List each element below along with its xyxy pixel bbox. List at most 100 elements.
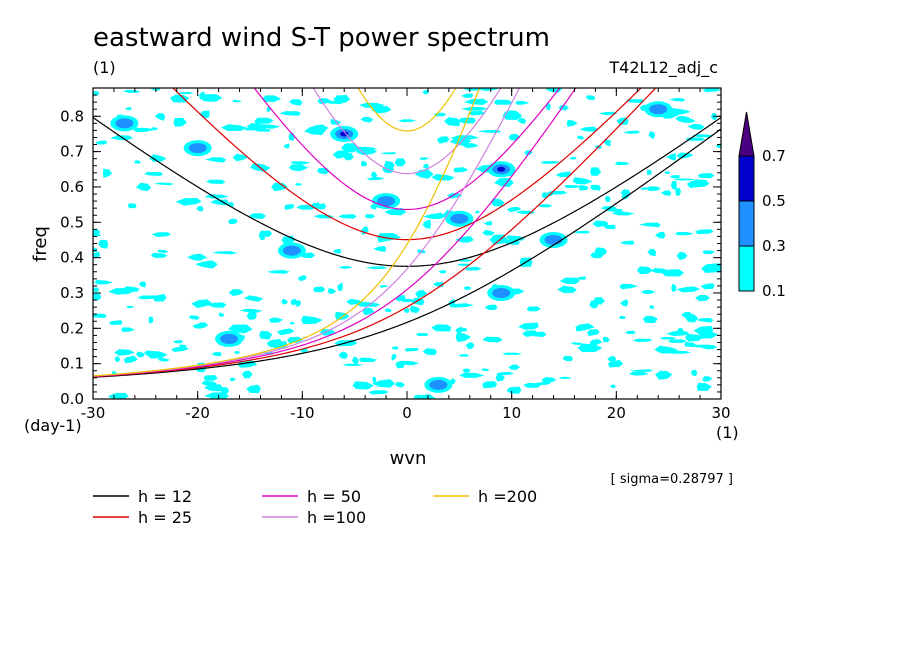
x-tick-label: -10 xyxy=(290,404,315,422)
power-contour-patch xyxy=(587,329,600,337)
power-contour-patch xyxy=(151,252,168,258)
power-contour-patch xyxy=(604,195,611,202)
power-contour-patch xyxy=(482,230,495,236)
power-contour-patch xyxy=(415,290,428,298)
power-contour-patch xyxy=(361,226,369,235)
legend-label: h =200 xyxy=(478,487,537,506)
power-contour-patch xyxy=(338,352,348,359)
power-contour-patch xyxy=(590,167,602,176)
power-contour-patch xyxy=(676,286,701,293)
power-contour-patch xyxy=(677,327,684,335)
x-tick-label: -20 xyxy=(185,404,210,422)
axis-ticks: -30 -20 -10 0 10 20 30 0.0 0.1 0.2 0.3 0.4 0.5 0.6 0.7… xyxy=(60,88,731,422)
power-contour-patch xyxy=(700,345,718,350)
dispersion-curves xyxy=(93,88,721,378)
power-contour-patch xyxy=(559,277,580,285)
power-contour-patch xyxy=(93,228,101,236)
power-contour-patch xyxy=(540,161,561,164)
power-contour-patch xyxy=(153,293,167,302)
power-contour-patch xyxy=(701,264,721,273)
colorbar: 0.1 0.3 0.5 0.7 xyxy=(738,111,786,300)
power-contour-patch xyxy=(455,236,474,243)
power-contour-patch xyxy=(157,357,171,362)
power-contour-patch xyxy=(268,317,284,323)
power-contour-patch xyxy=(693,325,714,335)
colorbar-level-label: 0.1 xyxy=(762,282,786,300)
power-contour-patch xyxy=(341,143,360,153)
power-contour-patch xyxy=(570,342,583,345)
power-contour-patch xyxy=(702,250,716,254)
power-contour-patch xyxy=(685,314,698,323)
power-contour-patch xyxy=(667,350,692,354)
x-tick-label: 30 xyxy=(711,404,730,422)
power-contour-patch xyxy=(684,333,703,342)
power-contour-patch xyxy=(479,88,499,92)
power-contour-patch xyxy=(136,351,146,358)
power-blob-mid xyxy=(492,287,511,298)
power-contour-patch xyxy=(276,328,295,336)
power-blob-mid xyxy=(282,245,301,256)
power-contour-patch xyxy=(463,286,472,290)
power-contour-patch xyxy=(515,100,530,105)
power-contour-patch xyxy=(295,183,303,186)
power-contour-patch xyxy=(317,167,330,175)
power-contour-patch xyxy=(619,283,639,290)
y-tick-label: 0.5 xyxy=(60,213,84,231)
power-contour-patch xyxy=(619,315,626,320)
power-contour-patch xyxy=(309,124,329,133)
power-contour-patch xyxy=(450,303,474,308)
power-contour-patch xyxy=(187,253,208,261)
power-contour-patch xyxy=(692,134,714,138)
power-contour-patch xyxy=(572,177,593,185)
power-contour-patch xyxy=(668,98,686,102)
power-contour-patch xyxy=(465,342,475,350)
power-contour-patch xyxy=(589,300,599,309)
curve-ig-12 xyxy=(93,117,721,267)
power-contour-patch xyxy=(602,336,610,343)
power-contour-patch xyxy=(239,308,263,313)
power-contour-patch xyxy=(290,321,296,325)
power-contour-patch xyxy=(582,348,598,352)
power-contour-patch xyxy=(655,370,673,380)
power-contour-patch xyxy=(438,270,447,274)
power-contour-patch xyxy=(126,305,135,309)
power-contour-patch xyxy=(133,127,154,133)
power-contour-patch xyxy=(205,157,227,163)
power-contour-patch xyxy=(694,229,714,235)
power-contour-patch xyxy=(659,336,677,340)
power-contour-patch xyxy=(495,373,506,382)
power-contour-patch xyxy=(494,99,513,105)
power-contour-patch xyxy=(249,213,267,219)
power-contour-patch xyxy=(391,353,397,361)
power-contour-patch xyxy=(579,126,599,132)
y-tick-label: 0.8 xyxy=(60,107,84,125)
x-units-label: (1) xyxy=(716,423,739,442)
power-blob-mid xyxy=(544,234,563,245)
power-blob-mid xyxy=(220,333,239,344)
power-contour-patch xyxy=(605,143,612,147)
power-contour-patch xyxy=(518,322,539,330)
power-contour-patch xyxy=(458,354,470,357)
y-tick-label: 0.6 xyxy=(60,178,84,196)
power-contour-patch xyxy=(422,348,437,355)
power-contour-patch xyxy=(655,231,666,239)
power-contour-patch xyxy=(467,111,487,116)
power-contour-patch xyxy=(422,212,447,220)
power-contour-patch xyxy=(94,280,113,285)
x-tick-label: 20 xyxy=(607,404,626,422)
power-contour-patch xyxy=(338,214,357,219)
power-contour-patch xyxy=(590,184,601,191)
power-contour-patch xyxy=(666,153,677,161)
power-contour-patch xyxy=(702,376,713,382)
power-contour-patch xyxy=(391,346,399,350)
power-contour-patch xyxy=(484,304,498,311)
power-contour-patch xyxy=(352,381,374,390)
power-contour-patch xyxy=(211,351,222,357)
power-contour-patch xyxy=(98,239,109,249)
power-contour-patch xyxy=(192,323,204,329)
power-contour-patch xyxy=(333,248,342,254)
power-contour-patch xyxy=(415,169,434,179)
power-contour-patch xyxy=(461,93,474,98)
power-contour-patch xyxy=(436,136,450,144)
power-contour-patch xyxy=(93,91,100,96)
